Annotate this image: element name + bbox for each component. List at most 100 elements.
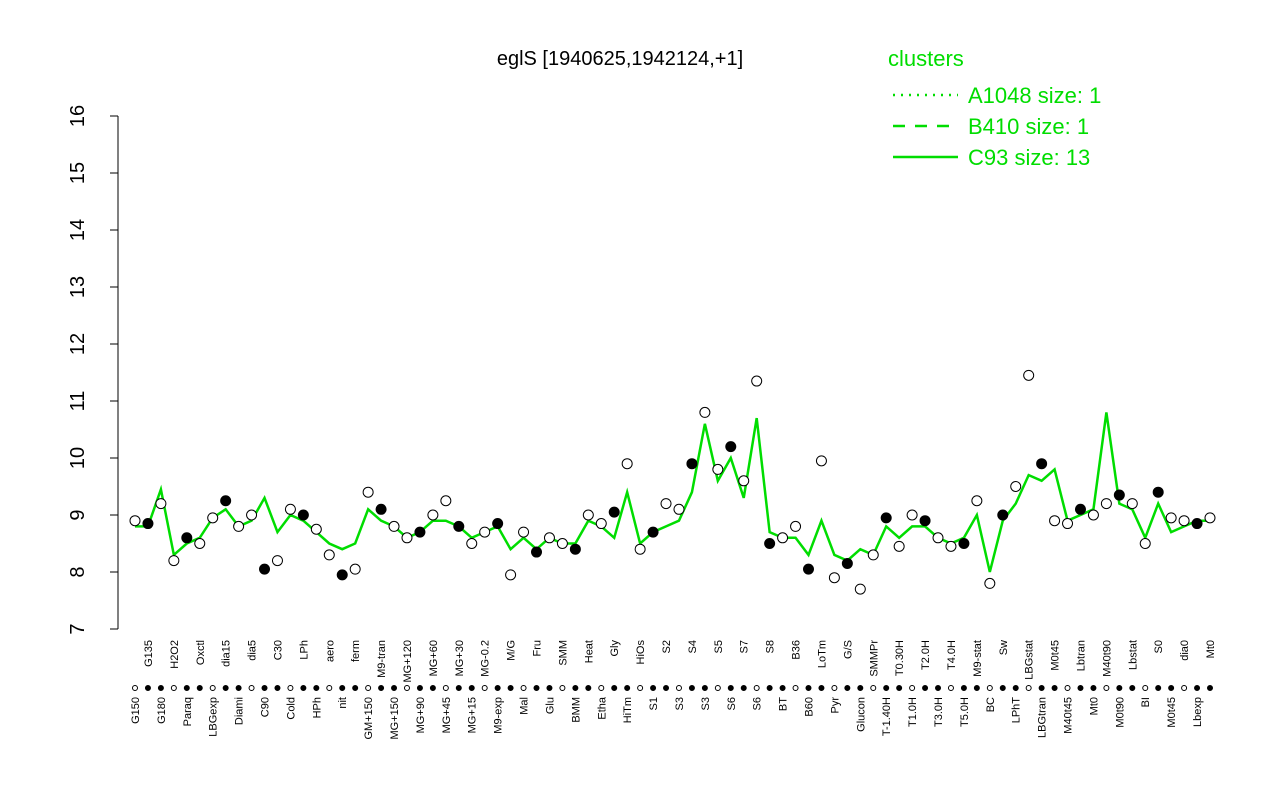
category-marker <box>792 685 799 691</box>
category-marker <box>274 685 281 691</box>
x-tick-label: MG+15 <box>467 697 479 733</box>
y-tick-label: 11 <box>67 391 89 412</box>
x-tick-label: G135 <box>143 640 155 667</box>
point <box>1062 518 1074 530</box>
point <box>751 375 763 387</box>
point <box>1023 369 1035 381</box>
point <box>932 532 944 544</box>
x-tick-label: T2.0H <box>920 640 932 670</box>
category-marker <box>144 685 151 691</box>
category-marker <box>922 685 929 691</box>
x-tick-label: T3.0H <box>933 697 945 727</box>
category-marker <box>300 685 307 691</box>
x-tick-label: LPhT <box>1011 697 1023 724</box>
x-tick-label: C90 <box>260 697 272 717</box>
point <box>660 498 672 510</box>
x-tick-label: LPh <box>298 640 310 660</box>
point <box>1165 512 1177 524</box>
x-tick-label: M/G <box>506 640 518 661</box>
x-tick-label: M9-exp <box>493 697 505 734</box>
category-marker <box>637 685 644 691</box>
point <box>284 503 296 515</box>
point <box>1074 503 1086 515</box>
category-marker <box>1194 685 1201 691</box>
x-tick-label: Etha <box>596 696 608 720</box>
point <box>336 569 348 581</box>
point <box>194 538 206 549</box>
point <box>971 495 983 507</box>
point <box>1178 515 1190 527</box>
x-tick-label: S3 <box>674 697 686 710</box>
cluster-line <box>135 412 1210 573</box>
point <box>1087 509 1099 521</box>
x-tick-label: MG+60 <box>428 640 440 676</box>
x-tick-label: Lbexp <box>1192 697 1204 727</box>
category-marker <box>442 685 449 691</box>
x-tick-label: M40t45 <box>1063 697 1075 734</box>
y-tick-label: 13 <box>67 276 89 298</box>
category-marker <box>1012 685 1019 691</box>
point <box>595 518 607 530</box>
chart-title: eglS [1940625,1942124,+1] <box>497 48 743 70</box>
point <box>634 543 646 555</box>
point <box>1113 489 1125 501</box>
x-tick-label: H2O2 <box>169 640 181 669</box>
category-marker <box>1090 685 1097 691</box>
category-marker <box>1129 685 1136 691</box>
point <box>310 523 322 535</box>
x-tick-label: M9-tran <box>376 640 388 678</box>
category-marker <box>999 685 1006 691</box>
point <box>233 520 245 532</box>
x-tick-label: dia5 <box>247 640 259 661</box>
point <box>362 486 374 498</box>
category-marker <box>520 685 527 691</box>
point <box>647 526 659 538</box>
category-marker <box>598 685 605 691</box>
x-tick-label: SMMPr <box>868 640 880 677</box>
point <box>401 532 413 544</box>
x-tick-label: LBGexp <box>208 697 220 737</box>
point <box>246 509 258 521</box>
x-tick-label: BMM <box>570 697 582 723</box>
category-marker <box>831 685 838 691</box>
category-marker <box>909 685 916 691</box>
point <box>686 458 698 470</box>
x-tick-label: Glucon <box>855 697 867 732</box>
x-tick-label: T0.30H <box>894 640 906 676</box>
point <box>440 495 452 507</box>
point <box>492 518 504 530</box>
category-marker <box>546 685 553 691</box>
x-tick-label: MG+30 <box>454 640 466 676</box>
category-marker <box>507 685 514 691</box>
point <box>867 549 879 561</box>
x-tick-label: Fru <box>532 640 544 657</box>
x-tick-label: Heat <box>583 640 595 663</box>
x-tick-label: T1.0H <box>907 697 919 727</box>
point <box>466 538 478 549</box>
y-tick-label: 9 <box>67 509 89 520</box>
category-marker <box>132 685 138 691</box>
x-tick-label: S3 <box>700 697 712 710</box>
x-tick-label: MG+90 <box>415 697 427 733</box>
x-tick-label: BC <box>985 697 997 712</box>
point <box>764 538 776 549</box>
category-marker <box>753 685 760 691</box>
point <box>893 540 905 552</box>
point <box>323 549 335 561</box>
category-marker <box>533 685 540 691</box>
category-marker <box>870 685 877 691</box>
category-marker <box>352 685 359 691</box>
y-tick-label: 10 <box>67 447 89 469</box>
category-marker <box>818 685 825 691</box>
x-tick-label: S7 <box>739 640 751 653</box>
category-marker <box>844 685 851 691</box>
category-marker <box>675 685 682 691</box>
point <box>518 526 530 538</box>
category-marker <box>896 685 903 691</box>
category-marker <box>1038 685 1045 691</box>
point <box>582 509 594 521</box>
x-tick-label: MG-0.2 <box>480 640 492 677</box>
x-tick-label: nit <box>337 697 349 709</box>
category-marker <box>209 685 216 691</box>
point <box>129 515 141 527</box>
